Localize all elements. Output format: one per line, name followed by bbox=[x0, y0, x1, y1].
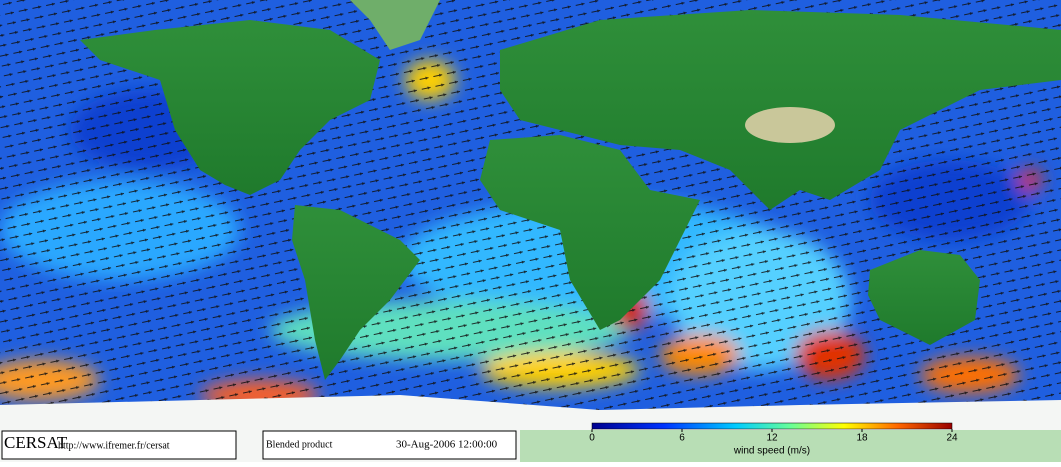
greenland bbox=[350, 0, 440, 50]
tibet-plateau bbox=[745, 107, 835, 143]
colorbar-label: wind speed (m/s) bbox=[733, 446, 810, 457]
colorbar-tick-label: 12 bbox=[766, 433, 778, 444]
product-box bbox=[262, 430, 517, 460]
product: Blended product bbox=[266, 439, 333, 450]
australia bbox=[868, 250, 980, 345]
south-america bbox=[292, 205, 420, 380]
antarctica-relief bbox=[520, 430, 1061, 462]
logo: CERSAT bbox=[4, 433, 68, 452]
logo-box bbox=[1, 430, 237, 460]
colorbar-tick-label: 6 bbox=[679, 433, 685, 444]
north-america bbox=[80, 20, 380, 195]
africa bbox=[480, 135, 700, 330]
land bbox=[80, 0, 1061, 380]
colorbar bbox=[591, 422, 953, 430]
colorbar-tick-label: 18 bbox=[856, 433, 868, 444]
url: http://www.ifremer.fr/cersat bbox=[58, 440, 170, 451]
colorbar-tick-label: 0 bbox=[589, 433, 595, 444]
date: 30-Aug-2006 12:00:00 bbox=[396, 439, 498, 451]
colorbar-tick-label: 24 bbox=[946, 433, 958, 444]
